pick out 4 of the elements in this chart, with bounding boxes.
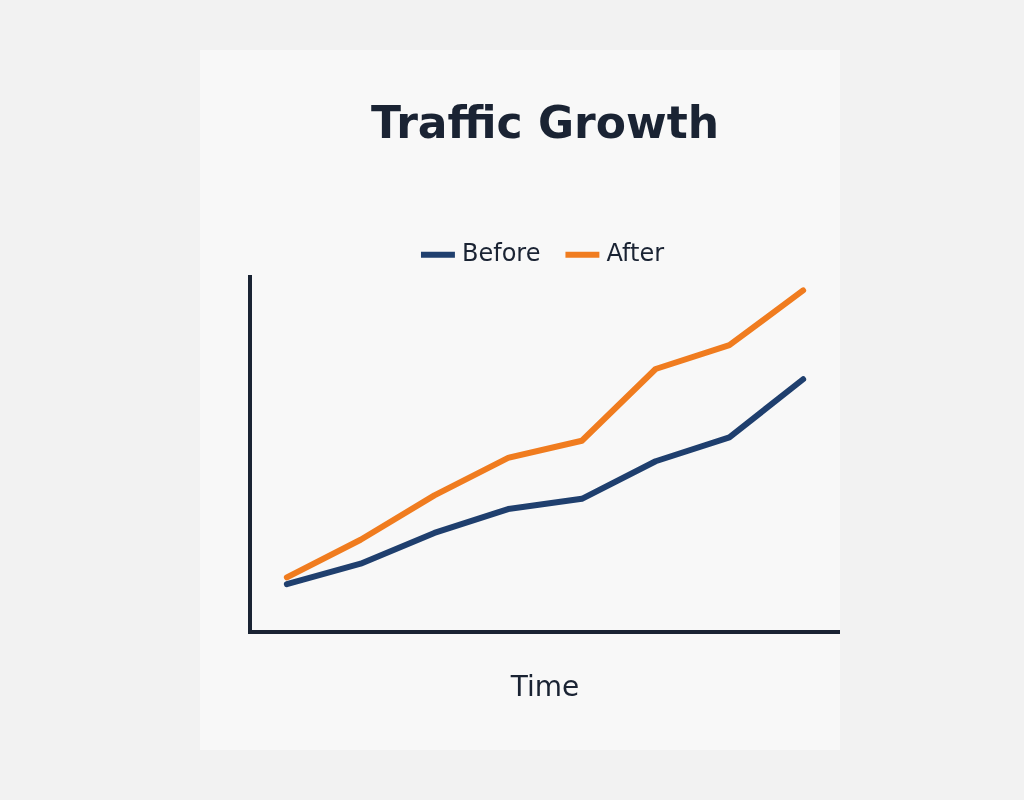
x-axis-title: Time <box>509 670 580 704</box>
legend-label: Before <box>461 239 541 268</box>
chart-title: Traffic Growth <box>370 96 720 148</box>
legend-label: After <box>606 239 665 268</box>
